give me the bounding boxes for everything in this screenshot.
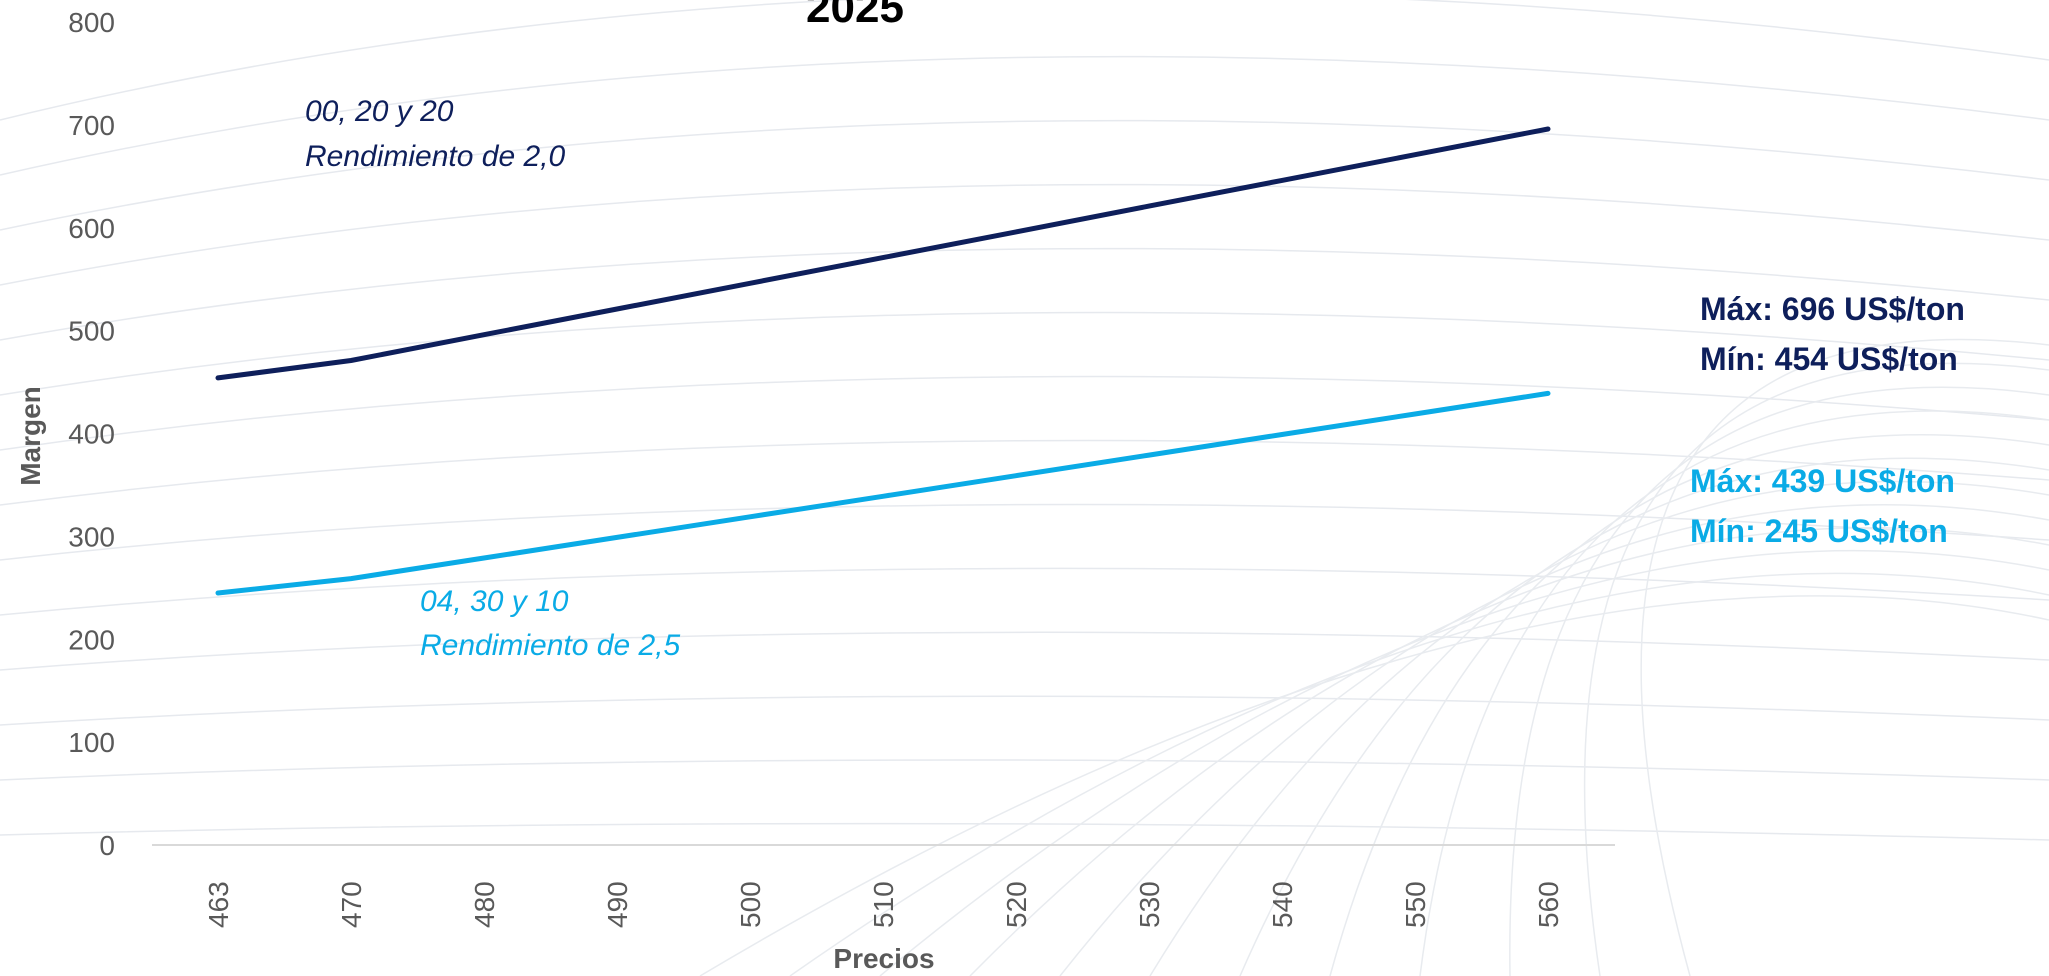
background-curve [1149,480,2049,976]
x-tick-label: 510 [868,881,899,928]
background-curve [0,631,2049,671]
y-tick-label: 300 [68,521,115,552]
series-2-line [215,390,1551,596]
background-curve [0,695,2049,726]
background-curve [1059,504,2049,976]
background-curve [0,183,2049,286]
y-tick-label: 800 [68,7,115,38]
x-tick-label: 500 [735,881,766,928]
y-tick-label: 400 [68,419,115,450]
background-curve [1329,433,2049,976]
y-tick-label: 100 [68,727,115,758]
series-2-annotation-line2: Rendimiento de 2,5 [420,629,680,662]
x-tick-label: 560 [1533,881,1564,928]
x-tick-label: 530 [1134,881,1165,928]
series-1-annotation-line2: Rendimiento de 2,0 [305,140,565,173]
background-curve [0,503,2049,561]
chart-title: 2025 [806,0,904,32]
background-curve [0,55,2049,176]
y-tick-label: 200 [68,624,115,655]
background-curve [1239,457,2049,976]
y-tick-label: 0 [99,830,115,861]
background-curve [1419,410,2049,976]
series-2-max-label: Máx: 439 US$/ton [1690,463,1955,499]
x-tick-label: 520 [1001,881,1032,928]
x-tick-label: 540 [1267,881,1298,928]
x-tick-label: 470 [336,881,367,928]
series-1-min-label: Mín: 454 US$/ton [1700,341,1958,377]
background-curve [1509,386,2049,976]
series-1-line [215,126,1551,381]
series-lines [215,126,1551,596]
series-1-max-label: Máx: 696 US$/ton [1700,291,1965,327]
y-axis-title: Margen [15,386,46,486]
y-tick-label: 500 [68,316,115,347]
background-curve [0,567,2049,616]
x-tick-label: 490 [602,881,633,928]
background-curve [1583,362,2049,976]
background-curve [0,247,2049,341]
x-tick-label: 550 [1400,881,1431,928]
x-axis-title: Precios [833,943,934,974]
series-2-min-label: Mín: 245 US$/ton [1690,513,1948,549]
y-tick-label: 700 [68,110,115,141]
y-tick-label: 600 [68,213,115,244]
series-2-annotation-line1: 04, 30 y 10 [420,585,569,618]
background-curve [0,119,2049,231]
background-curve [0,439,2049,506]
y-axis-ticks: 0 100 200 300 400 500 600 700 800 [68,7,115,861]
background-curve [879,550,2049,976]
x-tick-label: 463 [203,881,234,928]
background-curve [1640,338,2049,976]
background-curve [699,595,2049,976]
series-1-annotation-line1: 00, 20 y 20 [305,95,454,128]
background-curve [0,759,2049,781]
x-axis-ticks: 463 470 480 490 500 510 520 530 540 550 560 [203,881,1564,928]
background-curve [0,822,2049,841]
background-curve [789,572,2049,976]
background-curve [969,527,2049,976]
x-tick-label: 480 [469,881,500,928]
background-curve [0,375,2049,451]
background-curve [0,311,2049,396]
background-curve [0,0,2049,121]
